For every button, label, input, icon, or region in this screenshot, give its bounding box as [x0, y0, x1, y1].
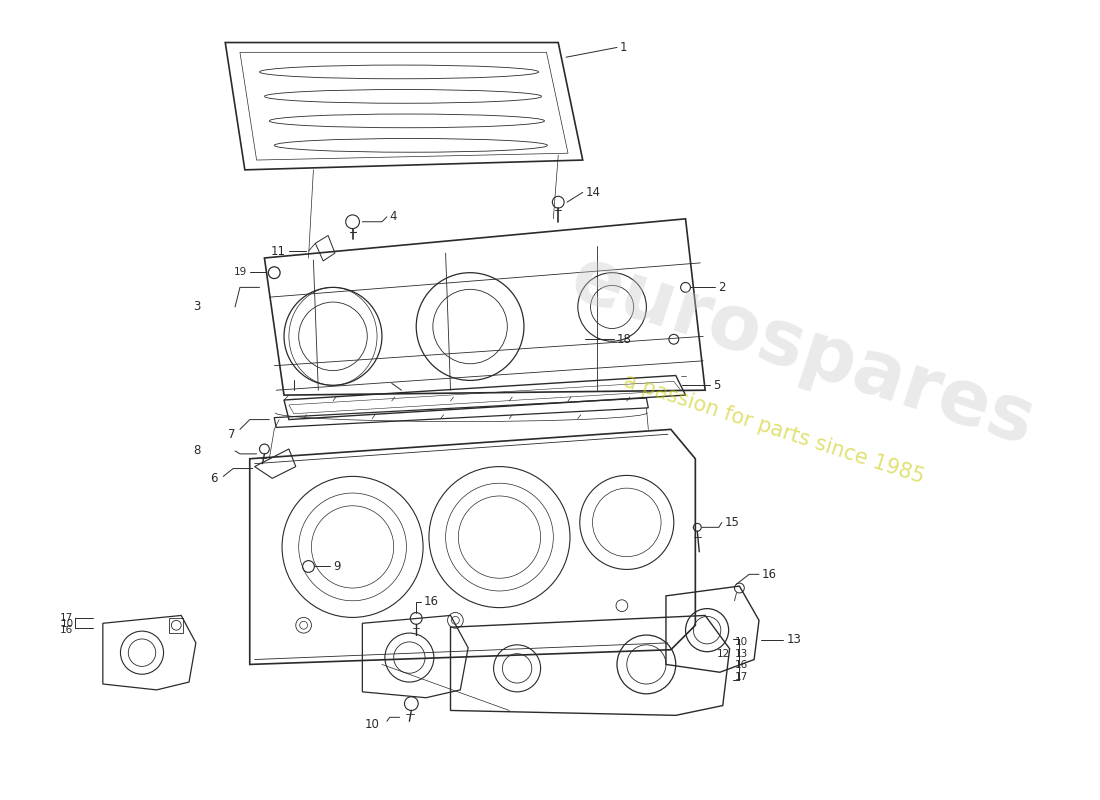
Text: 10: 10 — [60, 619, 74, 630]
Text: 9: 9 — [333, 560, 341, 573]
Text: 16: 16 — [762, 568, 777, 581]
Text: 1: 1 — [620, 41, 627, 54]
Text: 12: 12 — [716, 649, 729, 658]
Text: 11: 11 — [271, 245, 286, 258]
Text: 7: 7 — [228, 428, 235, 441]
Text: 6: 6 — [210, 472, 218, 485]
Text: 8: 8 — [194, 445, 201, 458]
Text: eurospares: eurospares — [562, 242, 1044, 461]
Text: 4: 4 — [389, 210, 397, 223]
Text: 16: 16 — [425, 595, 439, 608]
Text: 2: 2 — [718, 281, 725, 294]
Text: 16: 16 — [735, 661, 748, 670]
Text: 17: 17 — [60, 614, 74, 623]
Text: 18: 18 — [617, 333, 631, 346]
Text: 10: 10 — [735, 637, 748, 647]
Text: 13: 13 — [735, 649, 748, 658]
Text: 3: 3 — [194, 301, 201, 314]
Text: 5: 5 — [713, 379, 721, 392]
Text: 13: 13 — [786, 634, 801, 646]
Text: 19: 19 — [233, 266, 246, 277]
Text: 10: 10 — [365, 718, 380, 730]
Text: 16: 16 — [60, 625, 74, 635]
Text: 17: 17 — [735, 672, 748, 682]
Text: 15: 15 — [725, 516, 739, 529]
Text: a passion for parts since 1985: a passion for parts since 1985 — [620, 371, 926, 487]
Text: 14: 14 — [585, 186, 601, 199]
